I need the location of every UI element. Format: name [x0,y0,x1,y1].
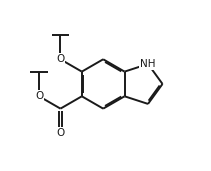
Text: O: O [35,91,43,101]
Text: NH: NH [140,59,156,69]
Text: O: O [56,128,65,138]
Text: O: O [56,54,65,64]
